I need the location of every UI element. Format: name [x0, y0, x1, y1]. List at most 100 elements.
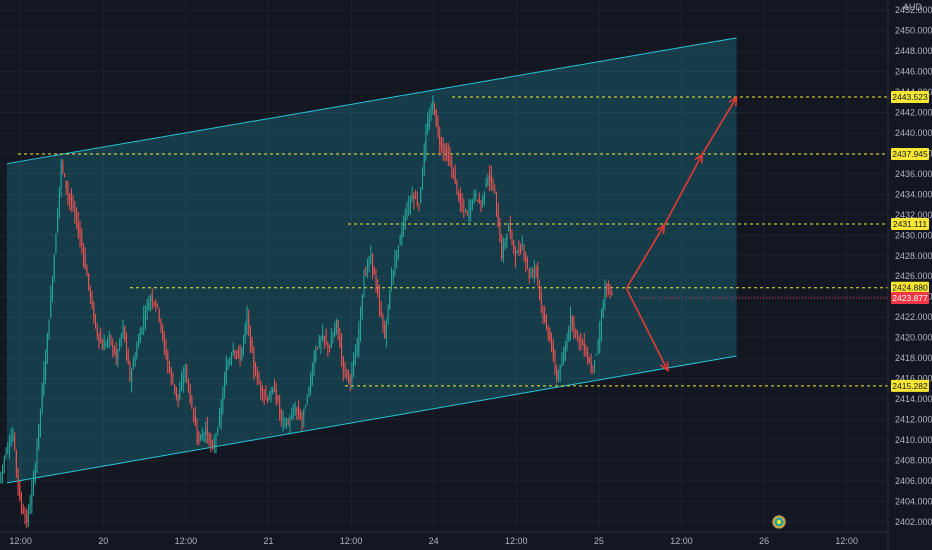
- candle-body: [153, 302, 155, 304]
- candle-body: [404, 217, 406, 222]
- currency-label: AUD: [903, 2, 923, 12]
- candle-body: [136, 347, 138, 358]
- candle-body: [587, 352, 589, 360]
- candle-body: [447, 151, 449, 162]
- projection-arrow[interactable]: [625, 288, 669, 371]
- candle-body: [127, 353, 129, 364]
- candle-body: [230, 355, 232, 361]
- candle-body: [551, 338, 553, 349]
- candle-body: [82, 248, 84, 257]
- candle-body: [298, 409, 300, 415]
- candle-body: [286, 424, 288, 426]
- x-tick-label: 25: [594, 536, 604, 546]
- candle-body: [236, 351, 238, 353]
- projection-arrows[interactable]: [625, 95, 738, 372]
- y-tick-label: 2442.000: [895, 108, 932, 118]
- candle-body: [196, 426, 198, 436]
- candle-body: [451, 163, 453, 168]
- candle-body: [471, 201, 473, 205]
- candle-body: [206, 426, 208, 437]
- candle-body: [258, 378, 260, 384]
- candle-body: [432, 100, 434, 109]
- candle-body: [39, 409, 41, 427]
- x-tick-label: 26: [759, 536, 769, 546]
- candle-body: [246, 315, 248, 327]
- candle-body: [564, 347, 566, 359]
- x-tick-label: 12:00: [175, 536, 198, 546]
- candle-body: [525, 254, 527, 263]
- candle-body: [229, 359, 231, 365]
- candle-body: [566, 340, 568, 348]
- candle-body: [280, 409, 282, 419]
- candle-body: [349, 376, 351, 382]
- candle-body: [385, 325, 387, 339]
- candle-body: [458, 191, 460, 199]
- channel-upper-line[interactable]: [6, 37, 737, 165]
- y-tick-label: 2402.000: [895, 517, 932, 527]
- candle-body: [501, 239, 503, 258]
- candle-body: [103, 343, 105, 351]
- price-tag-label: 2431.111: [893, 219, 927, 229]
- candle-body: [0, 472, 2, 481]
- candle-body: [478, 196, 480, 202]
- candle-body: [89, 288, 91, 296]
- candle-body: [538, 281, 541, 293]
- candle-body: [7, 448, 9, 450]
- candle-body: [234, 350, 236, 353]
- candle-body: [172, 380, 174, 384]
- y-tick-label: 2452.000: [895, 5, 932, 15]
- candle-body: [191, 402, 193, 407]
- candle-body: [399, 236, 401, 244]
- candle-body: [518, 250, 520, 252]
- candle-body: [607, 286, 609, 290]
- candle-body: [125, 340, 128, 351]
- projection-arrow[interactable]: [625, 224, 665, 289]
- candle-body: [335, 319, 337, 328]
- channel-lower-line[interactable]: [6, 355, 737, 484]
- projection-arrow[interactable]: [701, 96, 738, 155]
- candle-body: [306, 399, 308, 403]
- candle-body: [67, 187, 69, 196]
- candle-body: [358, 329, 360, 351]
- x-tick-label: 12:00: [9, 536, 32, 546]
- candle-body: [279, 404, 281, 413]
- candle-body: [93, 304, 95, 320]
- price-channel[interactable]: [6, 37, 737, 484]
- candle-body: [382, 319, 384, 327]
- candle-body: [561, 363, 563, 366]
- time-axis[interactable]: 12:00 20 12:00 21 12:00 24 12:00 25 12:00 26 12:00: [9, 536, 858, 546]
- candle-body: [499, 227, 501, 243]
- candle-body: [528, 269, 530, 279]
- candle-body: [380, 309, 382, 316]
- tradingview-logo-icon[interactable]: [771, 514, 787, 530]
- candle-body: [325, 339, 327, 342]
- candle-body: [181, 381, 183, 389]
- candle-body: [497, 211, 499, 228]
- candle-body: [62, 162, 64, 171]
- y-tick-label: 2428.000: [895, 251, 932, 261]
- x-tick-label: 12:00: [835, 536, 858, 546]
- candle-body: [272, 389, 274, 393]
- x-tick-label: 12:00: [340, 536, 363, 546]
- candle-body: [310, 377, 312, 391]
- candle-body: [129, 363, 131, 380]
- candle-body: [38, 424, 40, 447]
- candle-body: [50, 294, 52, 317]
- candle-body: [334, 327, 336, 336]
- y-tick-label: 2420.000: [895, 333, 932, 343]
- horizontal-levels[interactable]: [18, 96, 888, 387]
- candle-body: [284, 419, 286, 421]
- projection-arrow[interactable]: [663, 154, 703, 226]
- candle-body: [256, 375, 258, 377]
- candle-body: [346, 371, 348, 376]
- candle-body: [588, 359, 590, 364]
- candle-body: [131, 371, 133, 382]
- candle-body: [10, 438, 12, 445]
- candle-body: [282, 418, 284, 421]
- candle-body: [502, 245, 504, 258]
- candle-body: [212, 442, 214, 448]
- candle-body: [320, 338, 322, 343]
- candle-body: [33, 478, 35, 489]
- candle-body: [215, 436, 217, 444]
